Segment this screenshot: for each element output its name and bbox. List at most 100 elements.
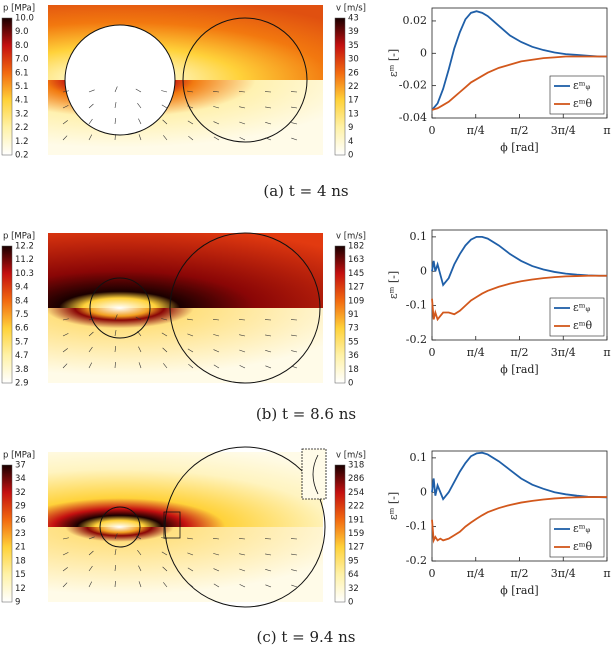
velocity-arrow bbox=[213, 583, 220, 588]
velocity-arrow bbox=[238, 538, 246, 540]
bubble-outline bbox=[89, 277, 151, 339]
series-line bbox=[431, 496, 607, 544]
velocity-arrow bbox=[265, 584, 272, 588]
velocity-arrow bbox=[162, 119, 168, 125]
colorbar-tick-label: 7.5 bbox=[15, 310, 29, 320]
velocity-arrow bbox=[291, 584, 298, 588]
velocity-arrow bbox=[114, 565, 116, 572]
colorbar-tick-label: 18 bbox=[348, 365, 359, 375]
series-line bbox=[431, 55, 607, 111]
legend-label: εᵐθ bbox=[573, 540, 592, 553]
velocity-arrow bbox=[62, 363, 68, 369]
velocity-arrow bbox=[188, 582, 194, 588]
colorbar-tick-label: 3.2 bbox=[15, 109, 29, 119]
velocity-arrow bbox=[239, 106, 246, 109]
velocity-arrow bbox=[88, 346, 93, 353]
velocity-arrow bbox=[135, 88, 142, 93]
velocity-arrow bbox=[213, 90, 220, 93]
shock-outline bbox=[164, 446, 326, 608]
y-axis-label: εᵐ [-] bbox=[387, 271, 400, 299]
velocity-arrow bbox=[239, 349, 246, 353]
y-tick-label: 0.1 bbox=[410, 451, 428, 464]
y-tick-label: -0.2 bbox=[406, 554, 427, 567]
velocity-arrow bbox=[62, 120, 68, 125]
colorbar-tick-label: 34 bbox=[15, 474, 26, 484]
y-tick-label: -0.04 bbox=[399, 111, 427, 124]
colorbar-tick-label: 30 bbox=[348, 55, 359, 65]
x-tick-label: π/4 bbox=[467, 124, 485, 137]
velocity-arrow bbox=[265, 569, 272, 572]
velocity-arrow bbox=[161, 104, 168, 109]
velocity-arrow bbox=[265, 122, 272, 125]
velocity-arrow bbox=[265, 137, 272, 141]
velocity-arrow bbox=[62, 582, 68, 588]
x-tick-label: 3π/4 bbox=[551, 346, 576, 359]
colorbar-tick-label: 4.1 bbox=[15, 96, 29, 106]
velocity-arrow bbox=[291, 122, 298, 125]
velocity-arrow bbox=[114, 330, 117, 337]
velocity-arrow bbox=[137, 550, 142, 556]
velocity-arrow bbox=[213, 106, 220, 109]
colorbar-tick-label: 23 bbox=[15, 529, 26, 539]
velocity-arrow bbox=[239, 137, 246, 141]
velocity-arrow bbox=[163, 582, 168, 588]
caption: (b) t = 8.6 ns bbox=[256, 405, 356, 423]
colorbar bbox=[1, 245, 13, 384]
x-tick-label: π/4 bbox=[467, 346, 485, 359]
bubble-outline bbox=[99, 506, 141, 548]
colorbar-tick-label: 191 bbox=[348, 515, 364, 525]
shock-outline bbox=[169, 232, 321, 384]
colorbar-label: v [m/s] bbox=[336, 232, 366, 242]
colorbar-tick-label: 6.6 bbox=[15, 324, 29, 334]
colorbar-tick-label: 91 bbox=[348, 310, 359, 320]
shock-outline bbox=[182, 17, 308, 143]
x-tick-label: π/2 bbox=[511, 567, 529, 580]
velocity-arrow bbox=[62, 318, 69, 321]
velocity-arrow bbox=[88, 103, 94, 109]
y-axis-label: εᵐ [-] bbox=[387, 49, 400, 77]
colorbar-tick-label: 4 bbox=[348, 137, 353, 147]
velocity-arrow bbox=[138, 362, 142, 369]
x-tick-label: π bbox=[603, 346, 610, 359]
velocity-arrow bbox=[88, 118, 93, 125]
velocity-arrow bbox=[238, 91, 246, 93]
colorbar-tick-label: 222 bbox=[348, 502, 364, 512]
colorbar bbox=[334, 464, 346, 603]
colorbar-tick-label: 5.1 bbox=[15, 82, 29, 92]
colorbar-tick-label: 318 bbox=[348, 461, 364, 471]
colorbar-tick-label: 4.7 bbox=[15, 351, 29, 361]
velocity-arrow bbox=[291, 334, 298, 337]
colorbar-tick-label: 12 bbox=[15, 584, 26, 594]
pressure-field bbox=[48, 233, 323, 308]
y-tick-label: -0.1 bbox=[406, 520, 427, 533]
velocity-arrow bbox=[213, 553, 220, 556]
velocity-arrow bbox=[62, 105, 69, 109]
series-line bbox=[431, 235, 607, 287]
x-tick-label: π bbox=[603, 567, 610, 580]
colorbar-label: v [m/s] bbox=[336, 451, 366, 461]
velocity-arrow bbox=[114, 102, 117, 109]
colorbar-tick-label: 10.0 bbox=[15, 14, 34, 24]
colorbar-tick-label: 0 bbox=[348, 151, 353, 161]
y-tick-label: 0 bbox=[420, 264, 427, 277]
colorbar bbox=[1, 464, 13, 603]
velocity-arrow bbox=[138, 346, 142, 353]
velocity-arrow bbox=[187, 90, 194, 93]
velocity-arrow bbox=[163, 363, 168, 369]
velocity-arrow bbox=[62, 135, 68, 141]
velocity-arrow bbox=[187, 552, 194, 556]
velocity-arrow bbox=[213, 364, 220, 369]
y-tick-label: 0 bbox=[420, 46, 427, 59]
colorbar bbox=[1, 17, 13, 156]
colorbar-tick-label: 26 bbox=[15, 515, 26, 525]
velocity-arrow bbox=[265, 365, 272, 369]
velocity-arrow bbox=[88, 362, 93, 369]
velocity-arrow bbox=[88, 134, 93, 141]
velocity-arrow bbox=[62, 333, 69, 337]
velocity-arrow bbox=[187, 105, 194, 109]
velocity-arrow bbox=[62, 567, 68, 572]
colorbar-tick-label: 182 bbox=[348, 242, 364, 252]
velocity-arrow bbox=[88, 536, 95, 540]
zoom-box bbox=[163, 511, 181, 539]
